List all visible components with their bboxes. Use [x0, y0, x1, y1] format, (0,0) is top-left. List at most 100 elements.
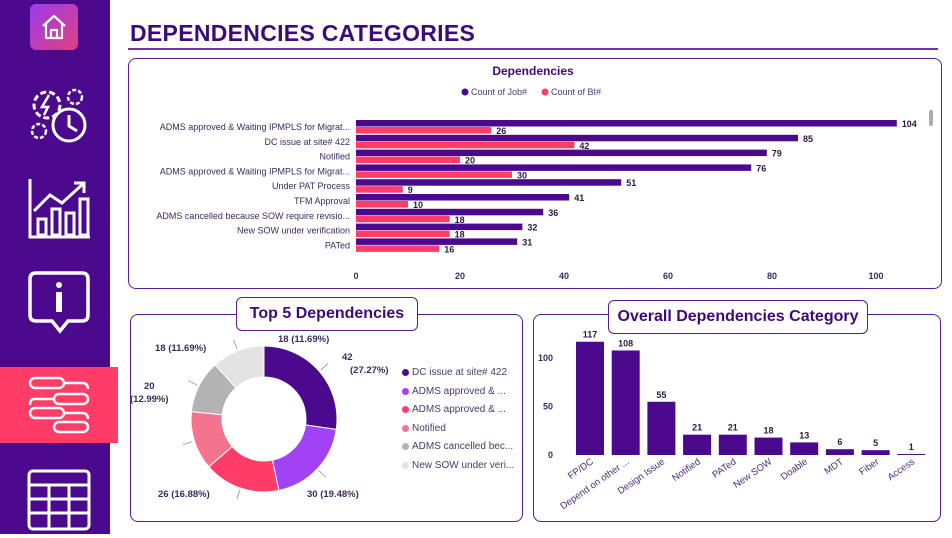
overall-title: Overall Dependencies Category — [608, 300, 868, 334]
category-label: ADMS approved & Waiting IPMPLS for Migra… — [160, 122, 350, 132]
legend-label: Notified — [412, 422, 446, 434]
y-tick-label: 50 — [543, 402, 553, 412]
nav-item-info[interactable] — [0, 266, 118, 342]
legend-item[interactable]: ADMS approved & ... — [402, 386, 506, 397]
chart-legend: Count of Job# Count of BI# — [461, 87, 601, 97]
data-label: 76 — [756, 163, 766, 173]
bar-job[interactable] — [356, 194, 570, 201]
bar-job[interactable] — [356, 120, 897, 127]
data-label: 51 — [626, 178, 636, 188]
legend-item[interactable]: ADMS approved & ... — [402, 404, 506, 415]
category-bar[interactable] — [754, 437, 783, 455]
data-label: 13 — [799, 430, 809, 440]
x-tick-label: 60 — [663, 271, 673, 281]
leader-line — [236, 489, 241, 500]
bar-bi[interactable] — [356, 127, 492, 134]
dependencies-panel — [128, 58, 942, 289]
nav-item-dependencies[interactable] — [0, 367, 118, 443]
bar-job[interactable] — [356, 179, 622, 186]
legend-marker — [402, 387, 409, 395]
data-label: 104 — [902, 119, 917, 129]
gear-clock-icon — [30, 88, 87, 143]
title-divider — [128, 48, 938, 50]
data-label: 85 — [803, 134, 813, 144]
y-tick-label: 0 — [548, 450, 553, 460]
bar-bi[interactable] — [356, 201, 408, 208]
data-label: 18 — [763, 426, 773, 436]
donut-slice[interactable] — [271, 424, 337, 492]
slice-label: 30 (19.48%) — [307, 489, 359, 500]
x-tick-label: 100 — [868, 271, 883, 281]
category-bar[interactable] — [576, 341, 604, 455]
category-label: New SOW under verification — [237, 226, 350, 236]
slice-label: 20 (12.99%) — [130, 381, 169, 405]
data-label: 21 — [728, 423, 738, 433]
legend-item[interactable]: DC issue at site# 422 — [402, 367, 507, 378]
legend-item[interactable]: New SOW under veri... — [402, 460, 514, 471]
home-button[interactable] — [30, 4, 78, 50]
bar-bi[interactable] — [356, 156, 460, 164]
category-bar[interactable] — [897, 454, 926, 455]
category-bar[interactable] — [861, 450, 890, 455]
sidebar-nav — [0, 0, 118, 534]
bar-bi[interactable] — [356, 186, 403, 193]
x-tick-label: 0 — [353, 271, 358, 281]
bar-bi[interactable] — [356, 230, 450, 238]
y-tick-label: 100 — [538, 353, 553, 363]
legend-marker — [402, 424, 409, 432]
bar-job[interactable] — [356, 149, 767, 157]
legend-marker — [402, 369, 409, 376]
scrollbar[interactable] — [929, 110, 933, 126]
leader-line — [233, 339, 238, 350]
slice-label: 42 (27.27%) — [342, 352, 389, 376]
data-label: 79 — [772, 149, 782, 159]
slice-label: 26 (16.88%) — [158, 489, 210, 500]
leader-line — [188, 380, 198, 386]
legend-marker — [402, 443, 409, 450]
bar-job[interactable] — [356, 223, 523, 231]
bar-job[interactable] — [356, 134, 798, 142]
bar-bi[interactable] — [356, 245, 440, 252]
nav-item-process[interactable] — [0, 76, 118, 152]
data-label: 10 — [413, 200, 423, 210]
category-label: DC issue at site# 422 — [264, 137, 350, 147]
legend-label: Count of BI# — [551, 87, 601, 97]
data-label: 42 — [579, 141, 589, 151]
data-label: 41 — [574, 193, 584, 203]
legend-label: New SOW under veri... — [412, 459, 515, 471]
data-label: 9 — [408, 185, 413, 195]
x-tick-label: Fiber — [857, 456, 881, 477]
x-tick-label: New SOW — [732, 456, 775, 490]
slice-label: 18 (11.69%) — [155, 343, 206, 354]
nav-item-growth[interactable] — [0, 170, 118, 246]
category-bar[interactable] — [683, 434, 712, 455]
donut-slice[interactable] — [263, 345, 338, 430]
data-label: 32 — [527, 223, 537, 233]
category-bar[interactable] — [718, 434, 747, 455]
bar-bi[interactable] — [356, 141, 575, 149]
nav-item-table[interactable] — [0, 462, 118, 538]
bar-job[interactable] — [356, 238, 518, 245]
category-label: Notified — [319, 152, 350, 162]
legend-label: ADMS cancelled bec... — [412, 441, 514, 452]
category-bar[interactable] — [790, 442, 819, 455]
category-bar[interactable] — [825, 449, 854, 455]
bar-job[interactable] — [356, 164, 752, 171]
legend-label: Count of Job# — [471, 87, 527, 97]
bar-bi[interactable] — [356, 171, 512, 178]
bar-job[interactable] — [356, 208, 544, 216]
x-tick-label: 20 — [455, 271, 465, 281]
legend-item[interactable]: ADMS cancelled bec... — [402, 441, 513, 452]
legend-item[interactable]: Notified — [402, 423, 446, 434]
data-label: 31 — [522, 237, 532, 247]
category-label: Under PAT Process — [272, 181, 351, 191]
chart-title: Dependencies — [492, 64, 574, 78]
category-bar[interactable] — [647, 401, 676, 455]
category-bar[interactable] — [611, 350, 640, 455]
data-label: 6 — [837, 437, 842, 447]
legend-label: DC issue at site# 422 — [412, 367, 508, 378]
donut-slice[interactable] — [214, 345, 265, 389]
table-icon — [27, 469, 91, 531]
bar-bi[interactable] — [356, 215, 450, 223]
